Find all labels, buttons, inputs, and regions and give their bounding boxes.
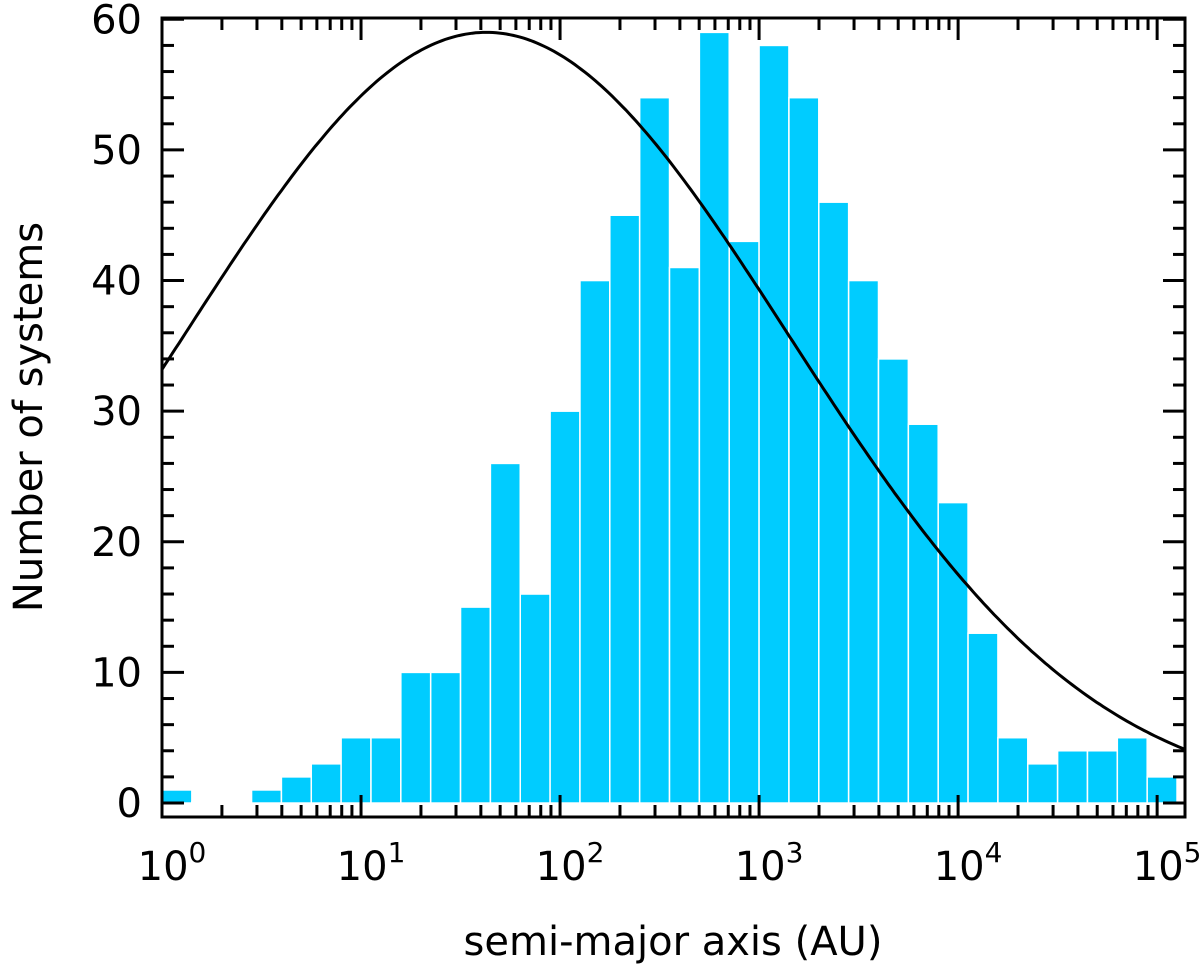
histogram-bar [370,736,402,804]
x-tick-label: 103 [735,836,804,890]
y-tick-label: 50 [91,128,142,174]
plot-frame [160,16,1187,819]
x-tick-label: 102 [536,836,605,890]
histogram-bar [1056,750,1089,804]
histogram-bar [1146,776,1178,804]
y-tick-label: 0 [117,781,142,827]
histogram-bar [638,96,671,804]
y-axis-title: Number of systems [6,222,52,612]
histogram-bar [400,671,432,804]
x-tick-labels: 100 101 102 103 104 105 [138,836,1200,890]
histogram-bar [997,736,1029,804]
histogram-bar [1086,750,1119,804]
histogram-bar [907,423,939,804]
histogram-bar [340,736,372,804]
histogram-bar [489,462,521,804]
histogram-bar [728,240,760,804]
histogram-bar [579,279,611,804]
histogram-bar [668,266,701,804]
histogram-bar [220,801,253,804]
histogram-bar [1116,736,1148,804]
histogram-bar [191,801,223,804]
x-tick-label: 105 [1133,836,1200,890]
histogram-bar [459,606,492,804]
histogram-bar [280,776,313,804]
y-tick-label: 60 [91,0,142,43]
histogram-bar [310,763,342,804]
histogram-bar [818,201,850,804]
histogram-bar [609,214,641,804]
y-tick-label: 10 [91,650,142,696]
histogram-bar [937,501,969,804]
histogram-bar [549,410,581,804]
y-tick-label: 30 [91,389,142,435]
x-axis-title: semi-major axis (AU) [464,919,883,965]
histogram-bar [758,44,790,804]
y-tick-label: 40 [91,259,142,305]
bars-group [161,31,1178,804]
histogram-bar [788,96,820,804]
x-tick-label: 104 [934,836,1003,890]
histogram-bar [161,789,193,804]
x-tick-label: 100 [138,836,207,890]
y-tick-labels: 0 10 20 30 40 50 60 [91,0,142,827]
histogram-bar [967,632,999,804]
histogram-bar [1027,763,1059,804]
histogram-bar [519,593,551,804]
histogram-bar [250,789,283,804]
x-tick-label: 101 [337,836,406,890]
fit-curve [160,30,1186,751]
histogram-bar [847,279,880,804]
histogram-bar [429,671,462,804]
y-tick-label: 20 [91,520,142,566]
histogram-bar [877,358,910,804]
histogram-bar [698,31,730,804]
